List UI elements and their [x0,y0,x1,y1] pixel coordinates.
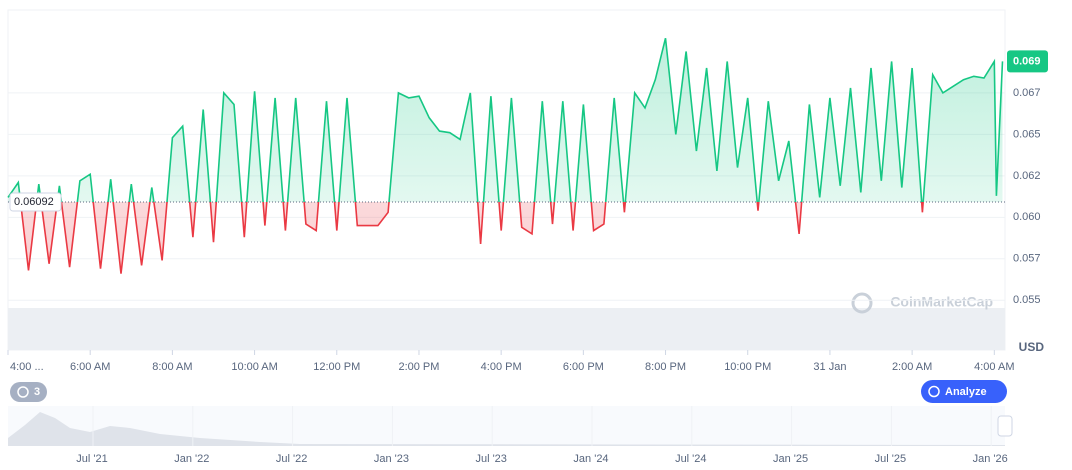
x-tick-label: 31 Jan [813,361,846,373]
y-tick-label: 0.067 [1013,87,1041,99]
navigator-label: Jul '24 [675,453,706,465]
x-tick-label: 10:00 AM [231,361,277,373]
navigator-area [8,412,1005,446]
y-tick-label: 0.065 [1013,128,1041,140]
x-tick-label: 4:00 AM [974,361,1014,373]
x-tick-label: 4:00 ... [10,361,44,373]
history-count: 3 [34,386,40,398]
history-icon [17,386,29,398]
x-tick-label: 8:00 PM [645,361,686,373]
watermark-logo [851,292,873,314]
navigator-label: Jan '24 [573,453,608,465]
x-tick-label: 2:00 PM [398,361,439,373]
navigator-label: Jan '23 [374,453,409,465]
y-tick-label: 0.055 [1013,294,1041,306]
baseline-tag [9,192,62,212]
watermark: CoinMarketCap [890,294,993,310]
analyze-label: Analyze [945,386,987,398]
navigator-handle[interactable] [997,415,1013,437]
analyze-button[interactable] [921,380,1007,403]
currency: USD [1019,340,1045,354]
navigator-label: Jul '21 [76,453,107,465]
y-tick-label: 0.060 [1013,211,1041,223]
y-tick-label: 0.062 [1013,170,1041,182]
x-tick-label: 4:00 PM [481,361,522,373]
y-tick-label: 0.057 [1013,253,1041,265]
area-up [8,38,1003,203]
price-line-up [7,38,1004,203]
navigator-label: Jul '22 [276,453,307,465]
price-tag [1007,50,1048,73]
x-tick-label: 2:00 AM [892,361,932,373]
volume-band [8,308,1005,350]
price-tag-label: 0.069 [1013,55,1041,67]
navigator-label: Jan '26 [973,453,1008,465]
navigator-label: Jan '22 [174,453,209,465]
navigator-label: Jul '25 [875,453,906,465]
analyze-icon [928,385,940,398]
navigator-label: Jan '25 [773,453,808,465]
baseline-label: 0.06092 [14,196,54,208]
x-tick-label: 8:00 AM [152,361,192,373]
x-tick-label: 6:00 PM [563,361,604,373]
navigator-label: Jul '23 [475,453,506,465]
x-tick-label: 12:00 PM [313,361,360,373]
x-tick-label: 10:00 PM [724,361,771,373]
x-tick-label: 6:00 AM [70,361,110,373]
